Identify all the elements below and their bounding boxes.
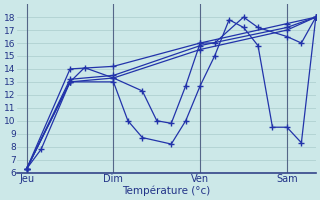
X-axis label: Température (°c): Température (°c) — [122, 185, 211, 196]
